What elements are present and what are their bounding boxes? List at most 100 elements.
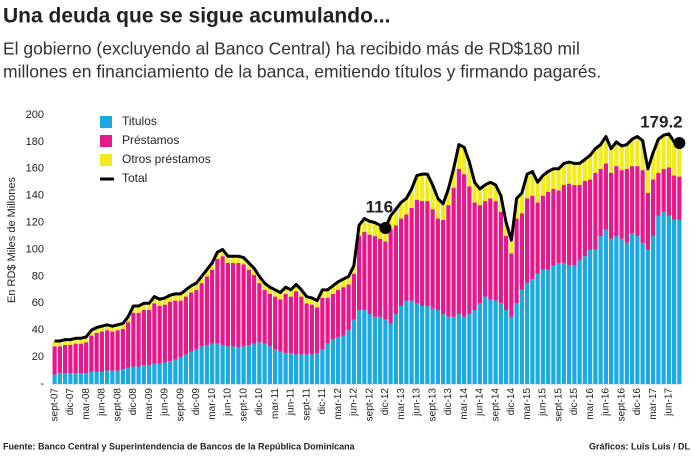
bar-segment: [546, 191, 551, 270]
bar-segment: [283, 293, 288, 354]
bar-segment: [225, 346, 230, 384]
bar-segment: [315, 307, 320, 354]
bar-segment: [593, 249, 598, 384]
bar-segment: [273, 289, 278, 297]
bar-segment: [504, 236, 509, 311]
bar-segment: [52, 340, 57, 347]
bar-segment: [78, 343, 83, 374]
bar-segment: [635, 236, 640, 384]
credit: Gráficos: Luis Luis / DL: [589, 441, 691, 451]
bar-segment: [304, 296, 309, 304]
bar-segment: [619, 238, 624, 384]
bar-segment: [619, 170, 624, 239]
data-label: 116: [366, 197, 393, 216]
bar-segment: [598, 168, 603, 237]
bar-segment: [367, 314, 372, 384]
bar-segment: [262, 283, 267, 290]
bar-segment: [446, 205, 451, 317]
y-tick-label: 160: [26, 163, 44, 175]
bar-segment: [451, 187, 456, 317]
bar-segment: [220, 344, 225, 384]
bar-segment: [336, 281, 341, 290]
bar-segment: [677, 142, 682, 177]
bar-segment: [624, 144, 629, 169]
bar-segment: [84, 373, 89, 384]
bar-segment: [346, 330, 351, 384]
bar-segment: [231, 256, 236, 263]
bar-segment: [99, 371, 104, 384]
bar-segment: [488, 182, 493, 199]
bar-segment: [73, 338, 78, 344]
bar-segment: [131, 312, 136, 367]
bar-segment: [236, 256, 241, 263]
bar-segment: [483, 201, 488, 297]
bar-segment: [141, 365, 146, 384]
bar-segment: [635, 136, 640, 167]
bar-segment: [603, 163, 608, 230]
bar-segment: [204, 269, 209, 277]
x-tick-label: sept-07: [49, 388, 60, 422]
x-tick-label: dic-07: [65, 388, 76, 416]
x-tick-label: jun-10: [223, 388, 234, 417]
x-tick-label: mar-12: [333, 388, 344, 420]
bar-segment: [57, 373, 62, 384]
bar-segment: [246, 269, 251, 345]
bar-segment: [199, 276, 204, 284]
bar-segment: [603, 229, 608, 384]
bar-segment: [414, 199, 419, 304]
bar-segment: [105, 370, 110, 384]
bar-segment: [94, 327, 99, 333]
bar-segment: [546, 171, 551, 192]
x-tick-label: mar-08: [81, 388, 92, 420]
bar-segment: [535, 273, 540, 384]
bar-segment: [488, 299, 493, 384]
x-tick-label: dic-14: [506, 388, 517, 416]
bar-segment: [477, 205, 482, 304]
bar-segment: [378, 316, 383, 384]
bar-segment: [661, 168, 666, 212]
bar-segment: [430, 184, 435, 210]
bar-segment: [220, 249, 225, 257]
bar-segment: [498, 211, 503, 304]
bar-segment: [351, 319, 356, 384]
bar-segment: [362, 218, 367, 233]
bar-segment: [504, 310, 509, 384]
bar-segment: [624, 168, 629, 243]
bar-segment: [120, 323, 125, 329]
bar-segment: [246, 344, 251, 384]
chart-title: Una deuda que se sigue acumulando...: [3, 5, 390, 28]
bar-segment: [52, 374, 57, 384]
bar-segment: [126, 367, 131, 384]
bar-segment: [141, 303, 146, 311]
bar-segment: [199, 283, 204, 347]
bar-segment: [341, 287, 346, 336]
bar-segment: [341, 279, 346, 288]
bar-segment: [194, 283, 199, 290]
bar-segment: [651, 236, 656, 384]
bar-segment: [435, 218, 440, 311]
bar-segment: [294, 354, 299, 384]
bar-segment: [94, 332, 99, 372]
bar-segment: [147, 310, 152, 366]
bar-segment: [68, 339, 73, 345]
bar-segment: [152, 296, 157, 304]
bar-segment: [336, 336, 341, 384]
bar-segment: [651, 179, 656, 237]
bar-segment: [514, 303, 519, 384]
bar-segment: [210, 262, 215, 270]
bar-segment: [294, 284, 299, 292]
bar-segment: [105, 324, 110, 331]
bar-segment: [357, 310, 362, 384]
bar-segment: [619, 145, 624, 171]
legend-swatch: [100, 135, 112, 147]
bar-segment: [330, 285, 335, 294]
bar-segment: [257, 342, 262, 384]
bar-segment: [157, 363, 162, 384]
bar-segment: [404, 300, 409, 384]
bar-segment: [414, 303, 419, 384]
bar-segment: [309, 354, 314, 384]
bar-segment: [378, 238, 383, 317]
bar-segment: [672, 141, 677, 176]
bar-segment: [551, 168, 556, 189]
x-tick-label: dic-08: [128, 388, 139, 416]
